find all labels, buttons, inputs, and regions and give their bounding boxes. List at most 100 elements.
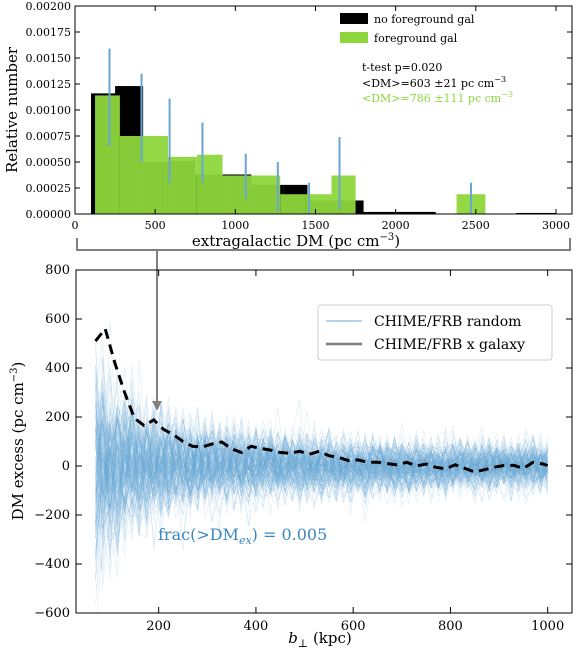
random-realization-line bbox=[95, 418, 548, 517]
random-realization-line bbox=[95, 402, 548, 539]
random-realization-line bbox=[95, 414, 548, 592]
dm-no-foreground-annotation: <DM>=603 ±21 pc cm−3 bbox=[362, 75, 506, 90]
random-realization-line bbox=[95, 398, 548, 557]
x-tick-label: 2500 bbox=[462, 219, 490, 232]
bar-foreground bbox=[331, 175, 356, 214]
x-tick-label: 2000 bbox=[382, 219, 410, 232]
random-realization-line bbox=[95, 365, 548, 499]
random-realization-line bbox=[95, 421, 548, 552]
bar-foreground bbox=[95, 95, 120, 214]
random-realization-line bbox=[95, 428, 548, 509]
random-realization-line bbox=[95, 406, 548, 522]
y-tick-label: 0.00025 bbox=[26, 182, 72, 195]
random-realization-line bbox=[95, 403, 548, 516]
random-realization-line bbox=[95, 376, 548, 525]
y-tick-label: 0 bbox=[62, 459, 70, 474]
legend-label-no-foreground: no foreground gal bbox=[374, 13, 475, 26]
dm-excess-panel: 200 400 600 800 1000 −600 −400 −200 0 200 400 600 8… bbox=[9, 263, 573, 650]
dm-excess-x-label: b⊥ (kpc) bbox=[288, 629, 352, 650]
random-realization-line bbox=[95, 380, 548, 549]
random-realization-line bbox=[95, 402, 548, 502]
random-realization-line bbox=[95, 382, 548, 550]
dm-foreground-annotation: <DM>=786 ±111 pc cm−3 bbox=[362, 90, 513, 105]
random-realization-line bbox=[95, 408, 548, 573]
histogram-x-label: extragalactic DM (pc cm−3) bbox=[192, 232, 400, 250]
frac-annotation: frac(>DMex) = 0.005 bbox=[158, 525, 327, 547]
random-realization-line bbox=[95, 383, 548, 517]
random-realization-line bbox=[95, 394, 548, 522]
bar-foreground bbox=[119, 136, 168, 214]
random-realization-line bbox=[95, 417, 548, 518]
random-realization-line bbox=[95, 405, 548, 507]
random-realization-line bbox=[95, 410, 548, 504]
arrow-head bbox=[152, 401, 162, 411]
random-realization-line bbox=[95, 365, 548, 506]
random-realization-line bbox=[95, 411, 548, 527]
y-tick-label: −600 bbox=[34, 606, 70, 621]
random-realization-line bbox=[95, 404, 548, 606]
random-realization-line bbox=[95, 430, 548, 556]
random-realization-line bbox=[95, 415, 548, 509]
random-realization-line bbox=[95, 430, 548, 510]
random-realization-line bbox=[95, 387, 548, 504]
random-realization-line bbox=[95, 406, 548, 510]
bar-foreground bbox=[305, 194, 332, 214]
random-realization-line bbox=[95, 377, 548, 537]
random-realization-line bbox=[95, 413, 548, 501]
random-realization-line bbox=[95, 411, 548, 501]
random-realization-line bbox=[95, 359, 548, 539]
random-realization-line bbox=[95, 404, 548, 510]
random-realization-line bbox=[95, 429, 548, 560]
y-tick-label: 0.00150 bbox=[26, 52, 72, 65]
legend-label-random: CHIME/FRB random bbox=[374, 314, 521, 330]
random-realization-line bbox=[95, 417, 548, 514]
legend-swatch-black bbox=[340, 13, 368, 24]
random-realization-line bbox=[95, 421, 548, 508]
random-realization-line bbox=[95, 416, 548, 510]
random-realization-line bbox=[95, 394, 548, 535]
random-realization-line bbox=[95, 365, 548, 506]
random-realization-line bbox=[95, 419, 548, 537]
random-realization-line bbox=[95, 413, 548, 507]
histogram-x-ticks: 0 500 1000 1500 2000 2500 3000 bbox=[72, 6, 570, 232]
random-realization-line bbox=[95, 418, 548, 502]
histogram-y-label: Relative number bbox=[3, 46, 21, 173]
random-realization-line bbox=[95, 395, 548, 542]
random-realization-line bbox=[95, 424, 548, 501]
y-tick-label: −200 bbox=[34, 508, 70, 523]
random-realization-line bbox=[95, 405, 548, 523]
random-realization-line bbox=[95, 368, 548, 543]
bar-no-foreground bbox=[363, 211, 396, 214]
random-realization-line bbox=[95, 429, 548, 547]
random-realization-line bbox=[95, 390, 548, 526]
random-realization-line bbox=[95, 400, 548, 553]
y-tick-label: 600 bbox=[45, 312, 70, 327]
random-realization-line bbox=[95, 404, 548, 508]
random-realization-line bbox=[95, 422, 548, 587]
random-realization-line bbox=[95, 407, 548, 510]
random-realization-line bbox=[95, 399, 548, 506]
random-realization-line bbox=[95, 430, 548, 498]
y-tick-label: 0.00050 bbox=[26, 156, 72, 169]
random-realization-line bbox=[95, 420, 548, 552]
random-realization-line bbox=[95, 417, 548, 538]
random-realization-line bbox=[95, 410, 548, 519]
random-realization-line bbox=[95, 409, 548, 520]
legend-label-xgal: CHIME/FRB x galaxy bbox=[374, 337, 525, 353]
random-realization-line bbox=[95, 431, 548, 504]
random-realization-line bbox=[95, 406, 548, 508]
random-realization-line bbox=[95, 406, 548, 510]
dm-excess-legend: CHIME/FRB random CHIME/FRB x galaxy bbox=[317, 304, 553, 361]
random-realization-line bbox=[95, 418, 548, 504]
random-realization-line bbox=[95, 399, 548, 513]
random-realization-line bbox=[95, 398, 548, 522]
x-tick-label: 800 bbox=[438, 619, 463, 634]
random-realization-line bbox=[95, 390, 548, 503]
bar-foreground bbox=[280, 194, 306, 214]
y-tick-label: 0.00075 bbox=[26, 130, 72, 143]
random-realization-line bbox=[95, 414, 548, 549]
random-realization-line bbox=[95, 425, 548, 513]
random-realization-line bbox=[95, 428, 548, 516]
random-realization-line bbox=[95, 404, 548, 511]
x-tick-label: 400 bbox=[244, 619, 269, 634]
